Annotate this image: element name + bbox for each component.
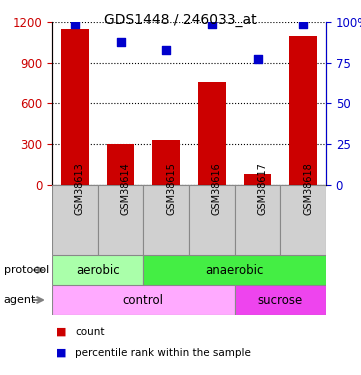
Text: count: count [75, 327, 105, 337]
Bar [235, 185, 280, 255]
Bar [52, 255, 143, 285]
Bar [98, 185, 143, 255]
Text: GSM38617: GSM38617 [257, 162, 268, 215]
Text: GSM38613: GSM38613 [75, 162, 85, 215]
Bar [143, 185, 189, 255]
Text: GSM38618: GSM38618 [303, 162, 313, 215]
Bar [189, 185, 235, 255]
Text: sucrose: sucrose [258, 294, 303, 306]
Bar [244, 174, 271, 185]
Bar [143, 255, 326, 285]
Bar [198, 82, 226, 185]
Text: GDS1448 / 246033_at: GDS1448 / 246033_at [104, 13, 257, 27]
Point [255, 57, 260, 63]
Text: control: control [123, 294, 164, 306]
Bar [290, 36, 317, 185]
Text: protocol: protocol [4, 265, 49, 275]
Text: anaerobic: anaerobic [205, 264, 264, 276]
Bar [235, 285, 326, 315]
Point [300, 21, 306, 27]
Text: GSM38616: GSM38616 [212, 162, 222, 215]
Bar [280, 185, 326, 255]
Text: ■: ■ [56, 348, 66, 357]
Point [118, 39, 123, 45]
Text: GSM38615: GSM38615 [166, 162, 176, 215]
Point [163, 47, 169, 53]
Bar [52, 185, 98, 255]
Text: ■: ■ [56, 327, 66, 337]
Text: percentile rank within the sample: percentile rank within the sample [75, 348, 251, 357]
Text: agent: agent [4, 295, 36, 305]
Text: aerobic: aerobic [76, 264, 119, 276]
Bar [52, 285, 235, 315]
Point [209, 21, 215, 27]
Bar [152, 140, 180, 185]
Point [72, 21, 78, 27]
Text: GSM38614: GSM38614 [121, 162, 130, 215]
Bar [61, 29, 88, 185]
Bar [107, 144, 134, 185]
